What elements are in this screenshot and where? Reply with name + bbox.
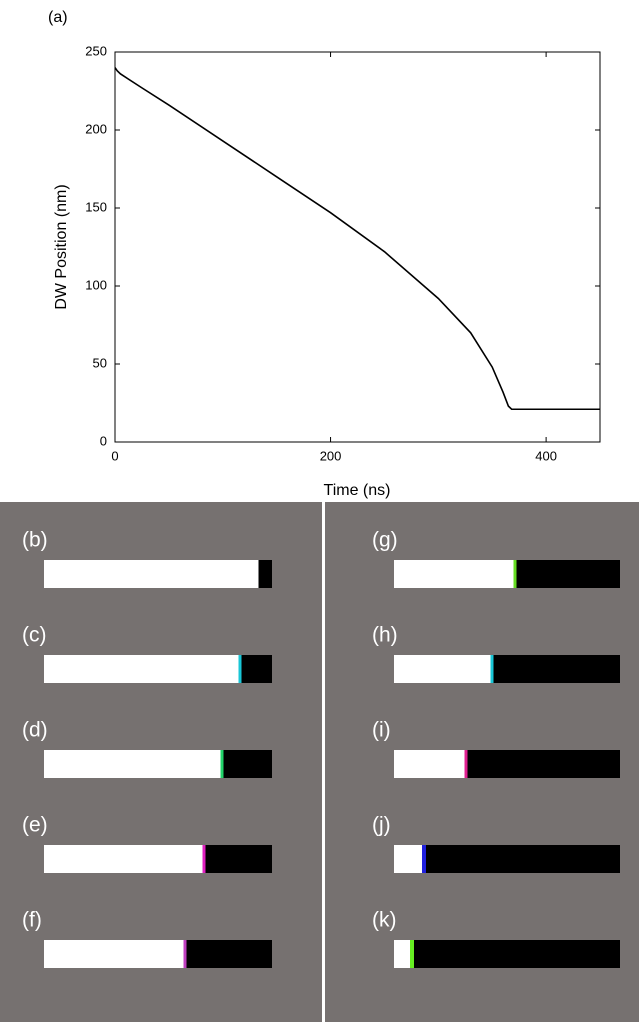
y-tick-label: 250 [85, 43, 107, 58]
panel-label: (d) [22, 719, 48, 742]
panel-label: (f) [22, 909, 42, 932]
magnet-up [394, 655, 492, 683]
panel-label: (j) [372, 814, 391, 837]
domain-wall [220, 750, 224, 778]
domain-wall [490, 655, 494, 683]
magnet-down [204, 845, 272, 873]
magnet-down [424, 845, 620, 873]
domain-wall [202, 845, 206, 873]
domain-wall [464, 750, 468, 778]
x-tick-label: 400 [535, 448, 557, 463]
panel-label: (b) [22, 529, 48, 552]
domain-wall [258, 560, 268, 588]
magnet-up [394, 560, 515, 588]
panel-label: (e) [22, 814, 48, 837]
y-axis-title: DW Position (nm) [53, 184, 70, 309]
magnet-down [240, 655, 272, 683]
magnet-down [222, 750, 272, 778]
panel-divider [322, 502, 325, 1022]
y-tick-label: 150 [85, 199, 107, 214]
y-tick-label: 50 [93, 355, 107, 370]
x-tick-label: 0 [111, 448, 118, 463]
panel-label: (i) [372, 719, 391, 742]
domain-wall [513, 560, 517, 588]
domain-wall [183, 940, 187, 968]
plot-frame [114, 51, 601, 443]
magnet-up [44, 750, 222, 778]
panel-label: (k) [372, 909, 397, 932]
panel-label: (a) [48, 9, 68, 26]
x-tick-label: 200 [320, 448, 342, 463]
x-axis-title: Time (ns) [324, 482, 391, 499]
magnet-up [44, 560, 263, 588]
magnet-up [394, 845, 424, 873]
data-line [114, 67, 600, 411]
magnet-up [44, 655, 240, 683]
magnet-up [394, 940, 412, 968]
domain-wall [238, 655, 242, 683]
panel-label: (g) [372, 529, 398, 552]
magnet-down [515, 560, 620, 588]
panel-label: (c) [22, 624, 47, 647]
magnet-up [44, 845, 204, 873]
y-tick-label: 0 [100, 433, 107, 448]
magnet-down [412, 940, 620, 968]
y-tick-label: 100 [85, 277, 107, 292]
magnet-up [394, 750, 466, 778]
magnet-up [44, 940, 185, 968]
panel-label: (h) [372, 624, 398, 647]
domain-wall [410, 940, 414, 968]
magnet-down [492, 655, 620, 683]
y-tick-label: 200 [85, 121, 107, 136]
magnet-down [466, 750, 620, 778]
magnet-down [185, 940, 272, 968]
domain-wall [422, 845, 426, 873]
